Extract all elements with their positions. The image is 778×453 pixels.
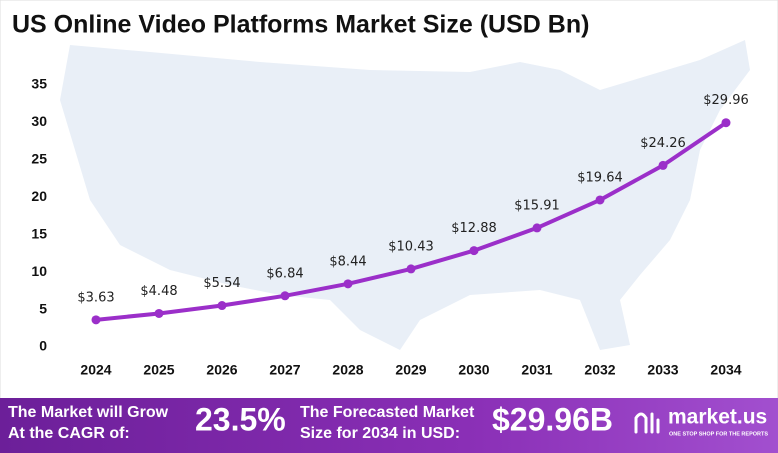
value-label: $15.91 <box>514 198 560 213</box>
value-label: $10.43 <box>388 239 434 254</box>
y-tick-label: 35 <box>31 76 47 92</box>
marker <box>721 118 731 128</box>
x-tick-label: 2026 <box>206 362 237 378</box>
value-label: $4.48 <box>140 284 177 299</box>
value-label: $19.64 <box>577 170 623 185</box>
marker <box>532 223 542 233</box>
value-label: $24.26 <box>640 136 686 151</box>
marker <box>595 195 605 205</box>
cagr-label: At the CAGR of: <box>8 425 130 442</box>
x-tick-label: 2030 <box>458 362 489 378</box>
marker <box>406 264 416 274</box>
y-tick-label: 5 <box>39 300 47 316</box>
value-label: $29.96 <box>703 93 749 108</box>
y-tick-label: 10 <box>31 263 47 279</box>
forecast-label: Size for 2034 in USD: <box>300 425 460 442</box>
cagr-value: 23.5% <box>195 401 286 437</box>
x-tick-label: 2034 <box>710 362 741 378</box>
footer-band <box>0 398 778 453</box>
value-label: $3.63 <box>77 290 114 305</box>
x-tick-label: 2033 <box>647 362 678 378</box>
x-tick-label: 2029 <box>395 362 426 378</box>
cagr-label: The Market will Grow <box>8 404 169 421</box>
y-tick-label: 30 <box>31 113 47 129</box>
forecast-label: The Forecasted Market <box>300 404 475 421</box>
marker <box>280 291 290 301</box>
value-label: $5.54 <box>203 276 240 291</box>
x-tick-label: 2025 <box>143 362 174 378</box>
x-tick-label: 2028 <box>332 362 363 378</box>
marker <box>91 315 101 325</box>
logo-icon <box>634 412 660 434</box>
tagline: ONE STOP SHOP FOR THE REPORTS <box>669 431 768 437</box>
y-tick-label: 0 <box>39 338 47 354</box>
x-tick-label: 2024 <box>80 362 111 378</box>
marker <box>343 279 353 289</box>
x-tick-label: 2031 <box>521 362 552 378</box>
value-label: $12.88 <box>451 221 497 236</box>
forecast-value: $29.96B <box>492 401 613 437</box>
chart-title: US Online Video Platforms Market Size (U… <box>12 11 589 39</box>
map-background <box>60 40 750 350</box>
marker <box>469 246 479 256</box>
x-tick-label: 2032 <box>584 362 615 378</box>
marker <box>217 301 227 311</box>
x-tick-label: 2027 <box>269 362 300 378</box>
value-label: $6.84 <box>266 266 303 281</box>
y-tick-label: 20 <box>31 188 47 204</box>
marker <box>154 308 164 318</box>
value-label: $8.44 <box>329 254 366 269</box>
marker <box>658 160 668 170</box>
y-tick-label: 25 <box>31 151 47 167</box>
y-tick-label: 15 <box>31 225 47 241</box>
brand: market.us <box>668 406 767 429</box>
